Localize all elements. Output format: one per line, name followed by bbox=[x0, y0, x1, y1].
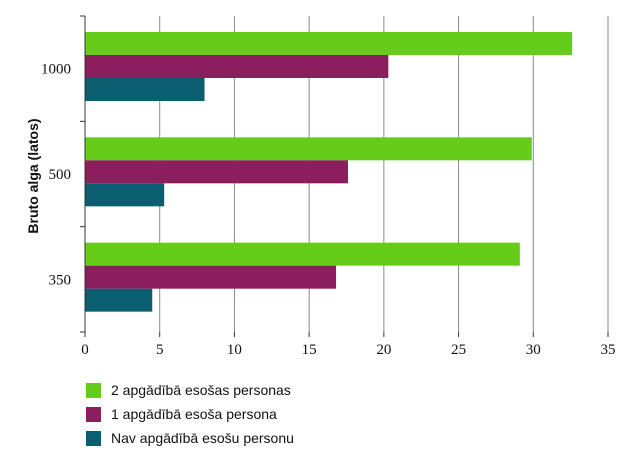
x-tick-label: 30 bbox=[526, 342, 541, 358]
x-tick-label: 10 bbox=[227, 342, 242, 358]
y-tick-labels: 1000 500 350 bbox=[41, 62, 71, 289]
legend-label: 2 apgādībā esošas personas bbox=[111, 382, 291, 398]
legend-item: Nav apgādībā esošu personu bbox=[86, 426, 294, 450]
bar bbox=[85, 265, 337, 289]
axes bbox=[80, 15, 609, 337]
x-tick-label: 5 bbox=[156, 342, 164, 358]
legend-swatch bbox=[86, 430, 101, 446]
y-tick-label: 350 bbox=[49, 272, 72, 288]
y-tick-label: 500 bbox=[49, 167, 72, 183]
bar bbox=[85, 137, 532, 161]
bars bbox=[85, 32, 573, 312]
x-tick-label: 0 bbox=[81, 342, 89, 358]
x-tick-label: 25 bbox=[451, 342, 466, 358]
x-tick-label: 35 bbox=[601, 342, 616, 358]
legend-label: Nav apgādībā esošu personu bbox=[111, 430, 294, 446]
legend-label: 1 apgādībā esoša persona bbox=[111, 406, 277, 422]
legend-swatch bbox=[86, 382, 101, 398]
bar bbox=[85, 242, 520, 266]
legend-item: 1 apgādībā esoša persona bbox=[86, 402, 294, 426]
legend: 2 apgādībā esošas personas 1 apgādībā es… bbox=[86, 378, 294, 450]
bar bbox=[85, 32, 573, 55]
bar bbox=[85, 78, 205, 101]
bar bbox=[85, 55, 389, 78]
bar bbox=[85, 183, 165, 207]
legend-item: 2 apgādībā esošas personas bbox=[86, 378, 294, 402]
bar bbox=[85, 160, 348, 184]
bar bbox=[85, 288, 153, 312]
y-tick-label: 1000 bbox=[41, 62, 71, 78]
x-tick-label: 20 bbox=[376, 342, 391, 358]
x-tick-label: 15 bbox=[302, 342, 317, 358]
x-tick-labels: 0 5 10 15 20 25 30 35 bbox=[81, 342, 615, 358]
y-axis-label: Bruto alga (latos) bbox=[25, 118, 41, 233]
legend-swatch bbox=[86, 406, 101, 422]
